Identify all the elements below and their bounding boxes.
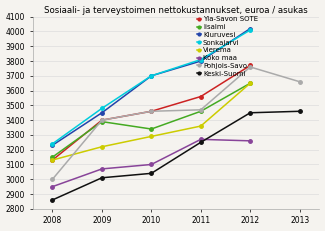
Koko maa [50, 185, 54, 188]
Line: Vierema: Vierema [51, 82, 252, 162]
Yla-Savon SOTE [248, 64, 252, 67]
Koko maa [248, 140, 252, 142]
Keski-Suomi [50, 199, 54, 201]
Vierema [199, 125, 203, 128]
Iisalmi [150, 128, 153, 131]
Pohjois-Savo [100, 119, 104, 122]
Kiuruvesi [100, 111, 104, 114]
Sonkajarvi [50, 142, 54, 145]
Keski-Suomi [298, 110, 302, 113]
Koko maa [100, 167, 104, 170]
Line: Sonkajarvi: Sonkajarvi [51, 28, 252, 146]
Yla-Savon SOTE [50, 159, 54, 161]
Sonkajarvi [150, 74, 153, 77]
Kiuruvesi [248, 27, 252, 30]
Keski-Suomi [100, 176, 104, 179]
Iisalmi [248, 82, 252, 85]
Vierema [50, 159, 54, 161]
Iisalmi [199, 110, 203, 113]
Vierema [150, 135, 153, 138]
Line: Iisalmi: Iisalmi [51, 82, 252, 159]
Kiuruvesi [50, 144, 54, 147]
Pohjois-Savo [150, 110, 153, 113]
Pohjois-Savo [199, 108, 203, 111]
Title: Sosiaali- ja terveystoimen nettokustannukset, euroa / asukas: Sosiaali- ja terveystoimen nettokustannu… [44, 6, 308, 15]
Line: Koko maa: Koko maa [51, 138, 252, 188]
Kiuruvesi [199, 60, 203, 62]
Pohjois-Savo [248, 66, 252, 68]
Line: Yla-Savon SOTE: Yla-Savon SOTE [51, 64, 252, 162]
Sonkajarvi [248, 29, 252, 31]
Line: Pohjois-Savo: Pohjois-Savo [51, 65, 301, 181]
Koko maa [199, 138, 203, 141]
Legend: Yla-Savon SOTE, Iisalmi, Kiuruvesi, Sonkajarvi, Vierema, Koko maa, Pohjois-Savo,: Yla-Savon SOTE, Iisalmi, Kiuruvesi, Sonk… [197, 16, 258, 76]
Pohjois-Savo [50, 178, 54, 181]
Line: Kiuruvesi: Kiuruvesi [51, 27, 252, 147]
Sonkajarvi [100, 107, 104, 110]
Iisalmi [100, 120, 104, 123]
Yla-Savon SOTE [199, 95, 203, 98]
Yla-Savon SOTE [150, 110, 153, 113]
Keski-Suomi [150, 172, 153, 175]
Kiuruvesi [150, 74, 153, 77]
Koko maa [150, 163, 153, 166]
Yla-Savon SOTE [100, 119, 104, 122]
Line: Keski-Suomi: Keski-Suomi [51, 109, 301, 202]
Keski-Suomi [199, 141, 203, 144]
Pohjois-Savo [298, 80, 302, 83]
Iisalmi [50, 156, 54, 158]
Vierema [248, 82, 252, 85]
Vierema [100, 145, 104, 148]
Sonkajarvi [199, 58, 203, 61]
Keski-Suomi [248, 111, 252, 114]
